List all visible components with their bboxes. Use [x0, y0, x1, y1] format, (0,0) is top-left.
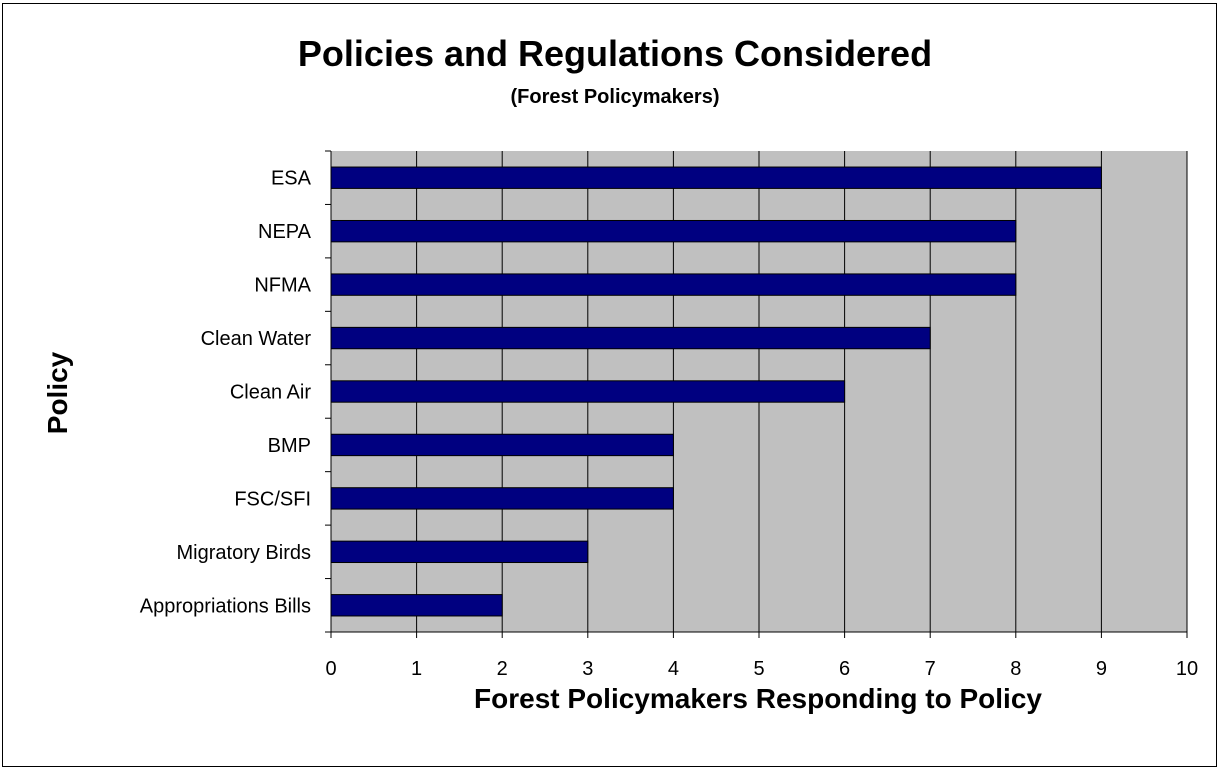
y-tick-label: Clean Air: [230, 382, 311, 404]
chart-subtitle: (Forest Policymakers): [511, 86, 720, 108]
bar-clean-water: [330, 326, 931, 350]
bar-bmp: [330, 433, 674, 457]
x-tick-label: 0: [325, 658, 336, 680]
x-tick-label: 4: [668, 658, 679, 680]
bar-clean-air: [330, 380, 846, 403]
bar-nfma: [330, 273, 1017, 296]
x-axis-title: Forest Policymakers Responding to Policy: [474, 683, 1042, 714]
y-tick-label: Appropriations Bills: [140, 595, 311, 617]
chart-title: Policies and Regulations Considered: [298, 33, 932, 74]
y-tick-label: NFMA: [254, 275, 311, 297]
bar-nepa: [330, 219, 1017, 243]
x-tick-label: 8: [1010, 658, 1021, 680]
x-tick-label: 10: [1176, 658, 1198, 680]
x-tick-label: 3: [582, 658, 593, 680]
axes: [325, 150, 1188, 638]
y-tick-label: NEPA: [258, 221, 312, 243]
bar-appropriations-bills: [330, 594, 503, 617]
bars: [330, 166, 1102, 617]
x-tick-label: 6: [839, 658, 850, 680]
y-tick-label: ESA: [271, 168, 312, 190]
bar-fsc-sfi: [330, 487, 674, 510]
y-tick-label: BMP: [268, 435, 311, 457]
x-tick-label: 7: [925, 658, 936, 680]
y-tick-label: Migratory Birds: [177, 542, 311, 564]
x-tick-label: 5: [753, 658, 764, 680]
x-tick-label: 9: [1096, 658, 1107, 680]
y-tick-labels: ESA NEPA NFMA Clean Water Clean Air BMP FSC/SF…: [140, 168, 312, 618]
y-tick-label: FSC/SFI: [234, 488, 311, 510]
bar-migratory-birds: [330, 540, 589, 564]
x-tick-labels: 0 1 2 3 4 5 6 7 8 9 10: [325, 658, 1198, 680]
bar-esa: [330, 166, 1102, 189]
y-axis-title: Policy: [42, 351, 73, 434]
y-tick-label: Clean Water: [201, 328, 312, 350]
x-tick-label: 2: [497, 658, 508, 680]
x-tick-label: 1: [411, 658, 422, 680]
